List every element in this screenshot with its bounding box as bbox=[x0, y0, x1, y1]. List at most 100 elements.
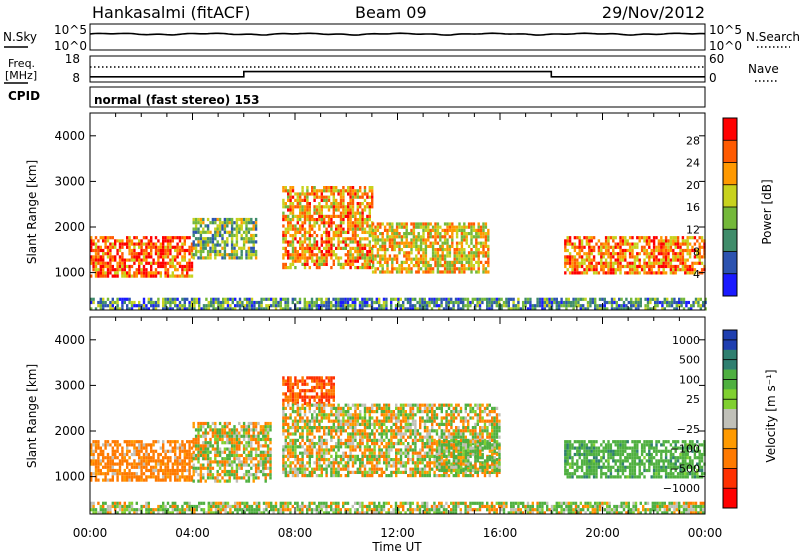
heat-cell bbox=[250, 466, 253, 470]
heat-cell bbox=[344, 214, 347, 218]
heat-cell bbox=[130, 255, 134, 259]
heat-cell bbox=[289, 392, 292, 396]
heat-cell bbox=[306, 195, 309, 199]
heat-cell bbox=[308, 234, 311, 238]
heat-cell bbox=[106, 264, 110, 269]
heat-cell bbox=[332, 426, 335, 430]
heat-cell bbox=[142, 472, 146, 476]
heat-cell bbox=[294, 429, 297, 433]
heat-cell bbox=[299, 389, 302, 393]
heat-cell bbox=[128, 300, 131, 305]
heat-cell bbox=[669, 242, 673, 246]
heat-cell bbox=[94, 236, 98, 240]
heat-cell bbox=[363, 297, 366, 301]
heat-cell bbox=[128, 478, 131, 482]
heat-cell bbox=[211, 421, 215, 426]
heat-cell bbox=[174, 462, 177, 466]
heat-cell bbox=[615, 307, 618, 311]
heat-cell bbox=[199, 221, 203, 225]
heat-cell bbox=[221, 256, 224, 260]
heat-cell bbox=[337, 461, 340, 465]
heat-cell bbox=[370, 304, 374, 308]
heat-cell bbox=[142, 274, 146, 278]
heat-cell bbox=[154, 252, 158, 256]
heat-cell bbox=[313, 192, 316, 196]
heat-cell bbox=[162, 242, 165, 246]
heat-cell bbox=[555, 307, 558, 311]
heat-cell bbox=[214, 460, 217, 464]
heat-cell bbox=[684, 261, 687, 265]
heat-cell bbox=[254, 437, 258, 442]
heat-cell bbox=[415, 264, 418, 268]
heat-cell bbox=[335, 224, 338, 228]
heat-cell bbox=[571, 261, 574, 265]
heat-cell bbox=[230, 217, 234, 222]
heat-cell bbox=[373, 422, 376, 426]
heat-cell bbox=[97, 465, 100, 469]
colorbar-tick-label: 20 bbox=[686, 179, 700, 192]
heat-cell bbox=[296, 256, 299, 260]
heat-cell bbox=[284, 392, 287, 396]
heat-cell bbox=[658, 300, 662, 305]
heat-cell bbox=[97, 443, 100, 447]
heat-cell bbox=[439, 225, 442, 229]
heat-cell bbox=[612, 255, 615, 259]
heat-cell bbox=[140, 456, 143, 460]
heat-cell bbox=[656, 297, 659, 301]
heat-cell bbox=[313, 198, 316, 202]
heat-cell bbox=[162, 307, 165, 311]
heat-cell bbox=[183, 252, 186, 256]
heat-cell bbox=[255, 307, 258, 311]
heat-cell bbox=[443, 238, 447, 242]
heat-cell bbox=[291, 442, 295, 446]
heat-cell bbox=[238, 421, 241, 426]
heat-cell bbox=[111, 297, 114, 301]
heat-cell bbox=[351, 429, 355, 433]
heat-cell bbox=[339, 205, 343, 209]
heat-cell bbox=[216, 233, 219, 238]
heat-cell bbox=[152, 472, 155, 476]
heat-cell bbox=[430, 307, 434, 311]
heat-cell bbox=[188, 236, 191, 240]
heat-cell bbox=[303, 266, 307, 270]
heat-cell bbox=[351, 227, 355, 231]
heat-cell bbox=[574, 300, 578, 305]
heat-cell bbox=[648, 252, 651, 256]
heat-cell bbox=[339, 240, 343, 244]
heat-cell bbox=[332, 461, 335, 465]
heat-cell bbox=[573, 271, 577, 275]
heat-cell bbox=[221, 425, 224, 429]
heat-cell bbox=[116, 271, 119, 275]
heat-cell bbox=[465, 238, 468, 242]
heat-cell bbox=[162, 456, 165, 460]
heat-cell bbox=[330, 464, 333, 468]
heat-cell bbox=[301, 438, 304, 442]
heat-cell bbox=[121, 307, 124, 311]
heat-cell bbox=[320, 474, 323, 478]
heat-cell bbox=[361, 246, 364, 250]
heat-cell bbox=[573, 242, 577, 246]
heat-cell bbox=[301, 461, 304, 465]
heat-cell bbox=[436, 270, 440, 274]
heat-cell bbox=[206, 256, 210, 260]
heat-cell bbox=[150, 248, 153, 253]
heat-cell bbox=[192, 246, 195, 250]
heat-cell bbox=[311, 214, 314, 218]
heat-cell bbox=[246, 307, 249, 311]
heat-cell bbox=[186, 478, 189, 482]
heat-cell bbox=[150, 268, 153, 272]
heat-cell bbox=[301, 256, 304, 260]
heat-cell bbox=[363, 429, 367, 433]
heat-cell bbox=[470, 225, 473, 229]
heat-cell bbox=[361, 221, 364, 225]
heat-cell bbox=[620, 297, 623, 301]
heat-cell bbox=[94, 465, 98, 469]
heat-cell bbox=[337, 202, 340, 206]
heat-cell bbox=[327, 198, 331, 202]
heat-cell bbox=[417, 248, 420, 252]
heat-cell bbox=[700, 236, 704, 240]
heat-cell bbox=[169, 440, 172, 444]
heat-cell bbox=[228, 463, 231, 467]
heat-cell bbox=[657, 245, 661, 249]
heat-cell bbox=[164, 264, 167, 269]
